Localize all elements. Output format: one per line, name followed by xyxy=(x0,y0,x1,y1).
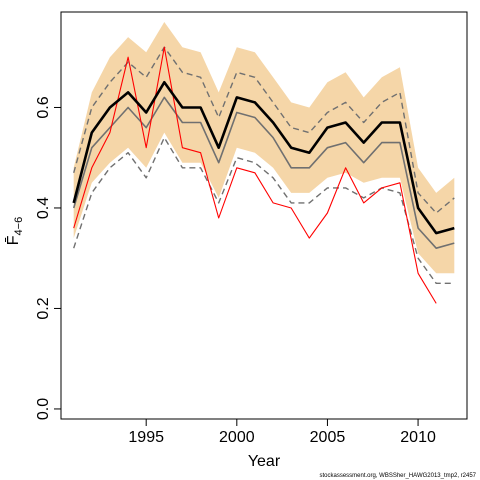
series-lower-dashed xyxy=(73,136,455,284)
x-axis-title: Year xyxy=(248,453,281,470)
series-median xyxy=(72,96,455,249)
footer-credit: stockassessment.org, WBSSher_HAWG2013_tm… xyxy=(319,473,476,479)
x-tick-label: 2010 xyxy=(400,429,436,446)
series-lower-dashed-line xyxy=(73,136,455,284)
y-tick-label: 0.2 xyxy=(35,297,52,319)
y-tick-label: 0.4 xyxy=(35,197,52,219)
series-mean xyxy=(72,81,455,235)
x-tick-label: 1995 xyxy=(128,429,164,446)
series-layer xyxy=(72,46,455,304)
y-tick-label: 0.6 xyxy=(35,96,52,118)
y-axis: 0.0 0.2 0.4 0.6 xyxy=(35,96,61,420)
y-axis-title-group: F̄4−6 xyxy=(5,217,25,245)
x-axis: 1995 2000 2005 2010 xyxy=(128,419,436,446)
y-axis-title: F̄4−6 xyxy=(5,217,25,245)
x-tick-label: 2000 xyxy=(219,429,255,446)
x-tick-label: 2005 xyxy=(310,429,346,446)
confidence-band-layer xyxy=(73,22,455,274)
series-median-line xyxy=(72,96,455,249)
series-assessment xyxy=(73,46,437,304)
series-upper-dashed-line xyxy=(73,46,455,214)
y-tick-label: 0.0 xyxy=(35,398,52,420)
y-axis-title-subscript: 4−6 xyxy=(13,217,25,236)
confidence-band xyxy=(73,22,455,274)
plot-frame xyxy=(60,11,468,420)
y-axis-title-main: F̄ xyxy=(5,235,22,245)
series-mean-line xyxy=(72,81,455,235)
series-upper-dashed xyxy=(73,46,455,214)
